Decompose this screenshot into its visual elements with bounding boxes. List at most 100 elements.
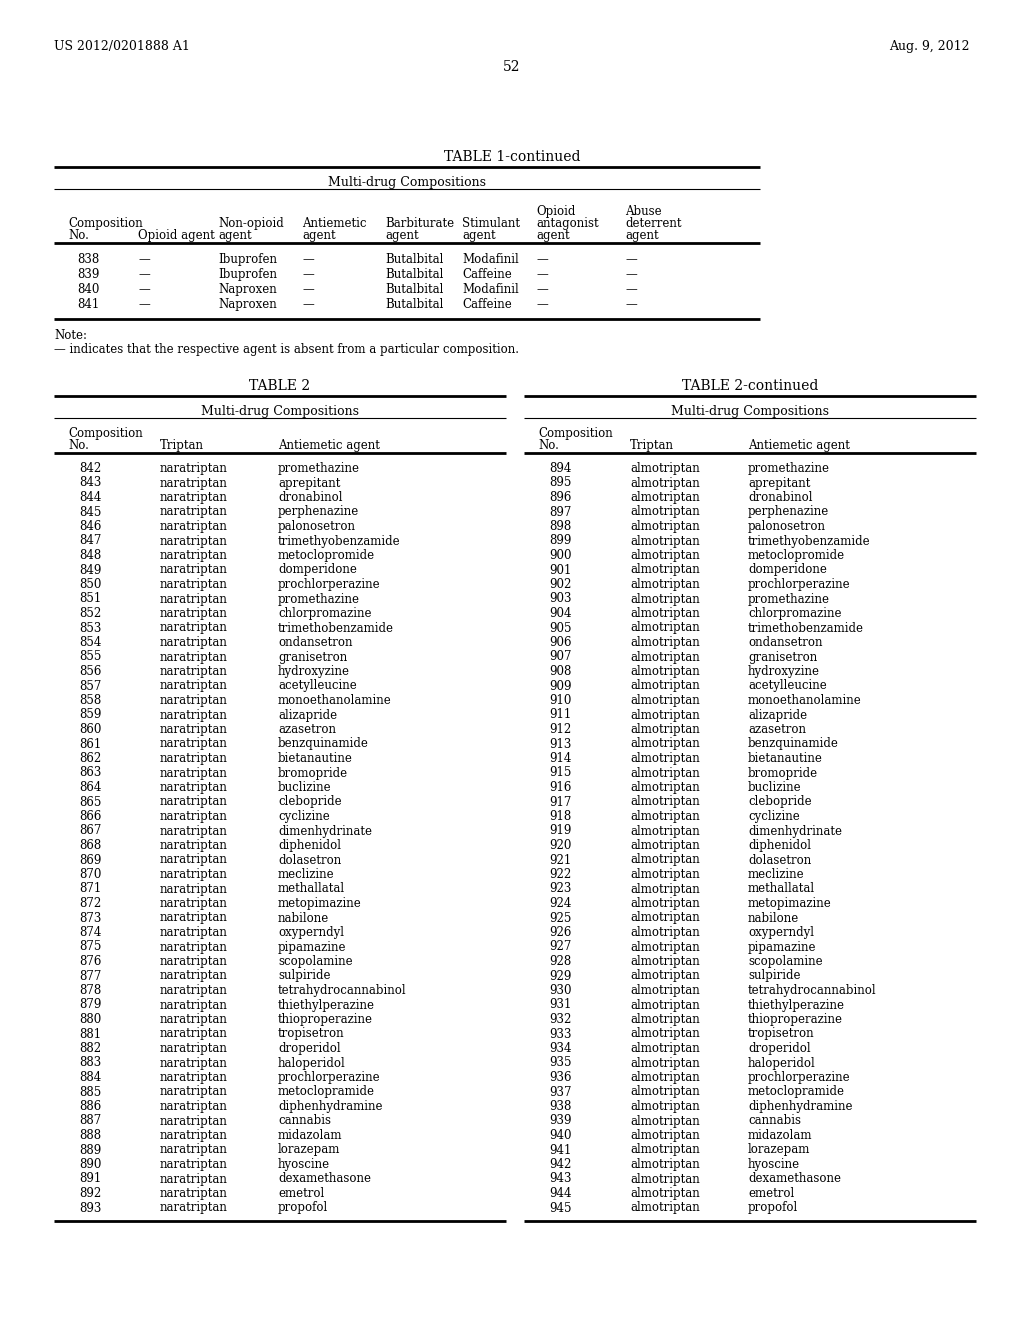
Text: nabilone: nabilone — [748, 912, 800, 924]
Text: 883: 883 — [79, 1056, 101, 1069]
Text: naratriptan: naratriptan — [160, 506, 228, 519]
Text: 912: 912 — [549, 723, 571, 737]
Text: almotriptan: almotriptan — [630, 491, 699, 504]
Text: naratriptan: naratriptan — [160, 651, 228, 664]
Text: 901: 901 — [549, 564, 571, 577]
Text: 935: 935 — [549, 1056, 571, 1069]
Text: almotriptan: almotriptan — [630, 1158, 699, 1171]
Text: 907: 907 — [549, 651, 571, 664]
Text: prochlorperazine: prochlorperazine — [748, 1071, 851, 1084]
Text: —: — — [536, 282, 548, 296]
Text: almotriptan: almotriptan — [630, 709, 699, 722]
Text: 880: 880 — [79, 1012, 101, 1026]
Text: 885: 885 — [79, 1085, 101, 1098]
Text: methallatal: methallatal — [748, 883, 815, 895]
Text: naratriptan: naratriptan — [160, 477, 228, 490]
Text: 882: 882 — [79, 1041, 101, 1055]
Text: 878: 878 — [79, 983, 101, 997]
Text: almotriptan: almotriptan — [630, 854, 699, 866]
Text: scopolamine: scopolamine — [278, 954, 352, 968]
Text: 847: 847 — [79, 535, 101, 548]
Text: —: — — [138, 268, 150, 281]
Text: almotriptan: almotriptan — [630, 969, 699, 982]
Text: naratriptan: naratriptan — [160, 1172, 228, 1185]
Text: diphenhydramine: diphenhydramine — [278, 1100, 383, 1113]
Text: 872: 872 — [79, 898, 101, 909]
Text: propofol: propofol — [748, 1201, 799, 1214]
Text: ondansetron: ondansetron — [748, 636, 822, 649]
Text: 839: 839 — [77, 268, 99, 281]
Text: 52: 52 — [503, 59, 521, 74]
Text: azasetron: azasetron — [278, 723, 336, 737]
Text: ondansetron: ondansetron — [278, 636, 352, 649]
Text: —: — — [625, 268, 637, 281]
Text: —: — — [536, 298, 548, 312]
Text: almotriptan: almotriptan — [630, 1027, 699, 1040]
Text: almotriptan: almotriptan — [630, 1201, 699, 1214]
Text: naratriptan: naratriptan — [160, 1129, 228, 1142]
Text: TABLE 2: TABLE 2 — [250, 379, 310, 393]
Text: almotriptan: almotriptan — [630, 593, 699, 606]
Text: 903: 903 — [549, 593, 571, 606]
Text: acetylleucine: acetylleucine — [748, 680, 826, 693]
Text: Multi-drug Compositions: Multi-drug Compositions — [328, 176, 486, 189]
Text: metopimazine: metopimazine — [748, 898, 831, 909]
Text: Composition: Composition — [68, 426, 142, 440]
Text: thioproperazine: thioproperazine — [278, 1012, 373, 1026]
Text: naratriptan: naratriptan — [160, 883, 228, 895]
Text: naratriptan: naratriptan — [160, 767, 228, 780]
Text: palonosetron: palonosetron — [278, 520, 356, 533]
Text: 889: 889 — [79, 1143, 101, 1156]
Text: almotriptan: almotriptan — [630, 840, 699, 851]
Text: naratriptan: naratriptan — [160, 1158, 228, 1171]
Text: buclizine: buclizine — [748, 781, 802, 795]
Text: Note:: Note: — [54, 329, 87, 342]
Text: naratriptan: naratriptan — [160, 1187, 228, 1200]
Text: 849: 849 — [79, 564, 101, 577]
Text: domperidone: domperidone — [278, 564, 357, 577]
Text: naratriptan: naratriptan — [160, 680, 228, 693]
Text: naratriptan: naratriptan — [160, 709, 228, 722]
Text: agent: agent — [625, 228, 658, 242]
Text: almotriptan: almotriptan — [630, 912, 699, 924]
Text: almotriptan: almotriptan — [630, 636, 699, 649]
Text: tropisetron: tropisetron — [278, 1027, 345, 1040]
Text: 933: 933 — [549, 1027, 571, 1040]
Text: sulpiride: sulpiride — [278, 969, 331, 982]
Text: 904: 904 — [549, 607, 571, 620]
Text: 900: 900 — [549, 549, 571, 562]
Text: almotriptan: almotriptan — [630, 1114, 699, 1127]
Text: bietanautine: bietanautine — [278, 752, 353, 766]
Text: naratriptan: naratriptan — [160, 1201, 228, 1214]
Text: naratriptan: naratriptan — [160, 1056, 228, 1069]
Text: 857: 857 — [79, 680, 101, 693]
Text: almotriptan: almotriptan — [630, 564, 699, 577]
Text: 923: 923 — [549, 883, 571, 895]
Text: almotriptan: almotriptan — [630, 1071, 699, 1084]
Text: dexamethasone: dexamethasone — [278, 1172, 371, 1185]
Text: 902: 902 — [549, 578, 571, 591]
Text: tropisetron: tropisetron — [748, 1027, 815, 1040]
Text: 941: 941 — [549, 1143, 571, 1156]
Text: Abuse: Abuse — [625, 205, 662, 218]
Text: naratriptan: naratriptan — [160, 535, 228, 548]
Text: 937: 937 — [549, 1085, 571, 1098]
Text: TABLE 1-continued: TABLE 1-continued — [443, 150, 581, 164]
Text: almotriptan: almotriptan — [630, 796, 699, 808]
Text: 853: 853 — [79, 622, 101, 635]
Text: 858: 858 — [79, 694, 101, 708]
Text: Composition: Composition — [68, 216, 142, 230]
Text: 908: 908 — [549, 665, 571, 678]
Text: almotriptan: almotriptan — [630, 954, 699, 968]
Text: almotriptan: almotriptan — [630, 477, 699, 490]
Text: aprepitant: aprepitant — [748, 477, 810, 490]
Text: alizapride: alizapride — [748, 709, 807, 722]
Text: 844: 844 — [79, 491, 101, 504]
Text: Butalbital: Butalbital — [385, 298, 443, 312]
Text: naratriptan: naratriptan — [160, 491, 228, 504]
Text: 877: 877 — [79, 969, 101, 982]
Text: naratriptan: naratriptan — [160, 1041, 228, 1055]
Text: —: — — [302, 253, 313, 267]
Text: almotriptan: almotriptan — [630, 998, 699, 1011]
Text: Antiemetic agent: Antiemetic agent — [748, 440, 850, 451]
